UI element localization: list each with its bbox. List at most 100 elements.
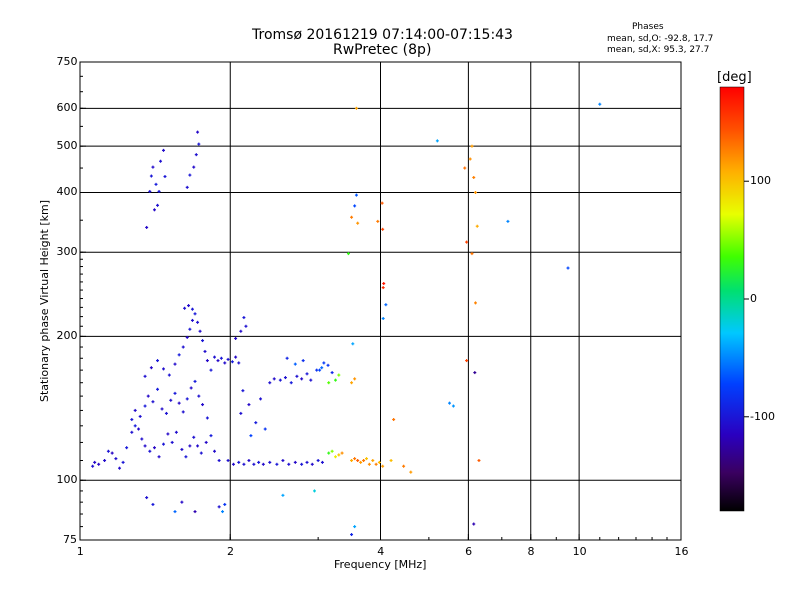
data-point	[193, 312, 197, 316]
data-point	[177, 353, 181, 357]
data-point	[309, 378, 313, 382]
data-point	[149, 174, 153, 178]
data-point	[322, 361, 326, 365]
data-point	[278, 378, 282, 382]
data-point	[333, 455, 337, 459]
data-point	[268, 381, 272, 385]
data-point	[409, 470, 413, 474]
data-point	[204, 440, 208, 444]
data-point	[473, 371, 477, 375]
data-point	[374, 462, 378, 466]
data-point	[173, 510, 177, 514]
data-point	[310, 462, 314, 466]
data-point	[350, 381, 354, 385]
data-point	[506, 219, 510, 223]
y-tick-label: 100	[56, 473, 78, 487]
data-point	[193, 510, 197, 514]
data-point	[354, 106, 358, 110]
data-point	[106, 449, 110, 453]
data-point	[380, 201, 384, 205]
data-point	[190, 307, 194, 311]
data-point	[234, 355, 238, 359]
chart-subtitle: RwPretec (8p)	[333, 42, 432, 58]
data-point	[209, 368, 213, 372]
data-point	[209, 434, 213, 438]
data-point	[281, 458, 285, 462]
x-axis-label: Frequency [MHz]	[334, 558, 427, 571]
data-point	[566, 266, 570, 270]
data-point	[350, 458, 354, 462]
data-point	[254, 421, 258, 425]
data-point	[130, 430, 134, 434]
data-point	[465, 359, 469, 363]
data-point	[382, 282, 386, 286]
data-point	[198, 329, 202, 333]
data-point	[223, 361, 227, 365]
data-point	[231, 462, 235, 466]
colorbar-tick-label: 0	[750, 292, 757, 305]
x-tick-label: 4	[377, 545, 385, 558]
data-point	[330, 449, 334, 453]
data-point	[143, 404, 147, 408]
data-point	[226, 357, 230, 361]
data-point	[320, 460, 324, 464]
data-point	[475, 224, 479, 228]
data-point	[249, 434, 253, 438]
data-point	[217, 505, 221, 509]
data-point	[223, 502, 227, 506]
data-point	[216, 359, 220, 363]
data-point	[148, 449, 152, 453]
data-point	[237, 361, 241, 365]
data-point	[180, 447, 184, 451]
colorbar-label: [deg]	[717, 70, 752, 85]
data-point	[315, 368, 319, 372]
data-point	[188, 444, 192, 448]
data-point	[196, 444, 200, 448]
data-point	[477, 458, 481, 462]
data-point	[241, 389, 245, 393]
data-point	[289, 381, 293, 385]
data-point	[252, 462, 256, 466]
data-point	[351, 342, 355, 346]
data-point	[143, 444, 147, 448]
colorbar-tick-label: -100	[750, 409, 775, 423]
data-point	[217, 458, 221, 462]
data-point	[221, 510, 225, 514]
data-point	[340, 451, 344, 455]
data-point	[353, 377, 357, 381]
data-point	[185, 335, 189, 339]
data-point	[157, 189, 161, 193]
data-point	[197, 142, 201, 146]
data-point	[145, 225, 149, 229]
data-point	[114, 457, 118, 461]
data-point	[152, 208, 156, 212]
data-point	[451, 404, 455, 408]
data-point	[320, 366, 324, 370]
y-tick-label: 600	[56, 101, 78, 115]
data-point	[149, 366, 153, 370]
data-point	[151, 165, 155, 169]
data-point	[193, 379, 197, 383]
data-point	[353, 204, 357, 208]
data-point	[337, 453, 341, 457]
data-point	[301, 359, 305, 363]
data-point	[598, 102, 602, 106]
data-point	[148, 189, 152, 193]
data-point	[473, 190, 477, 194]
data-point	[268, 460, 272, 464]
data-point	[213, 449, 217, 453]
data-point	[213, 355, 217, 359]
y-tick-label: 200	[56, 329, 78, 343]
data-point	[133, 408, 137, 412]
colorbar-ticks	[744, 180, 749, 418]
y-tick-label: 500	[56, 139, 78, 153]
data-point	[143, 374, 147, 378]
data-point	[146, 394, 150, 398]
data-point	[205, 416, 209, 420]
data-point	[118, 466, 122, 470]
data-point	[156, 387, 160, 391]
data-point	[219, 356, 223, 360]
x-tick-label: 10	[572, 545, 587, 558]
data-point	[138, 414, 142, 418]
